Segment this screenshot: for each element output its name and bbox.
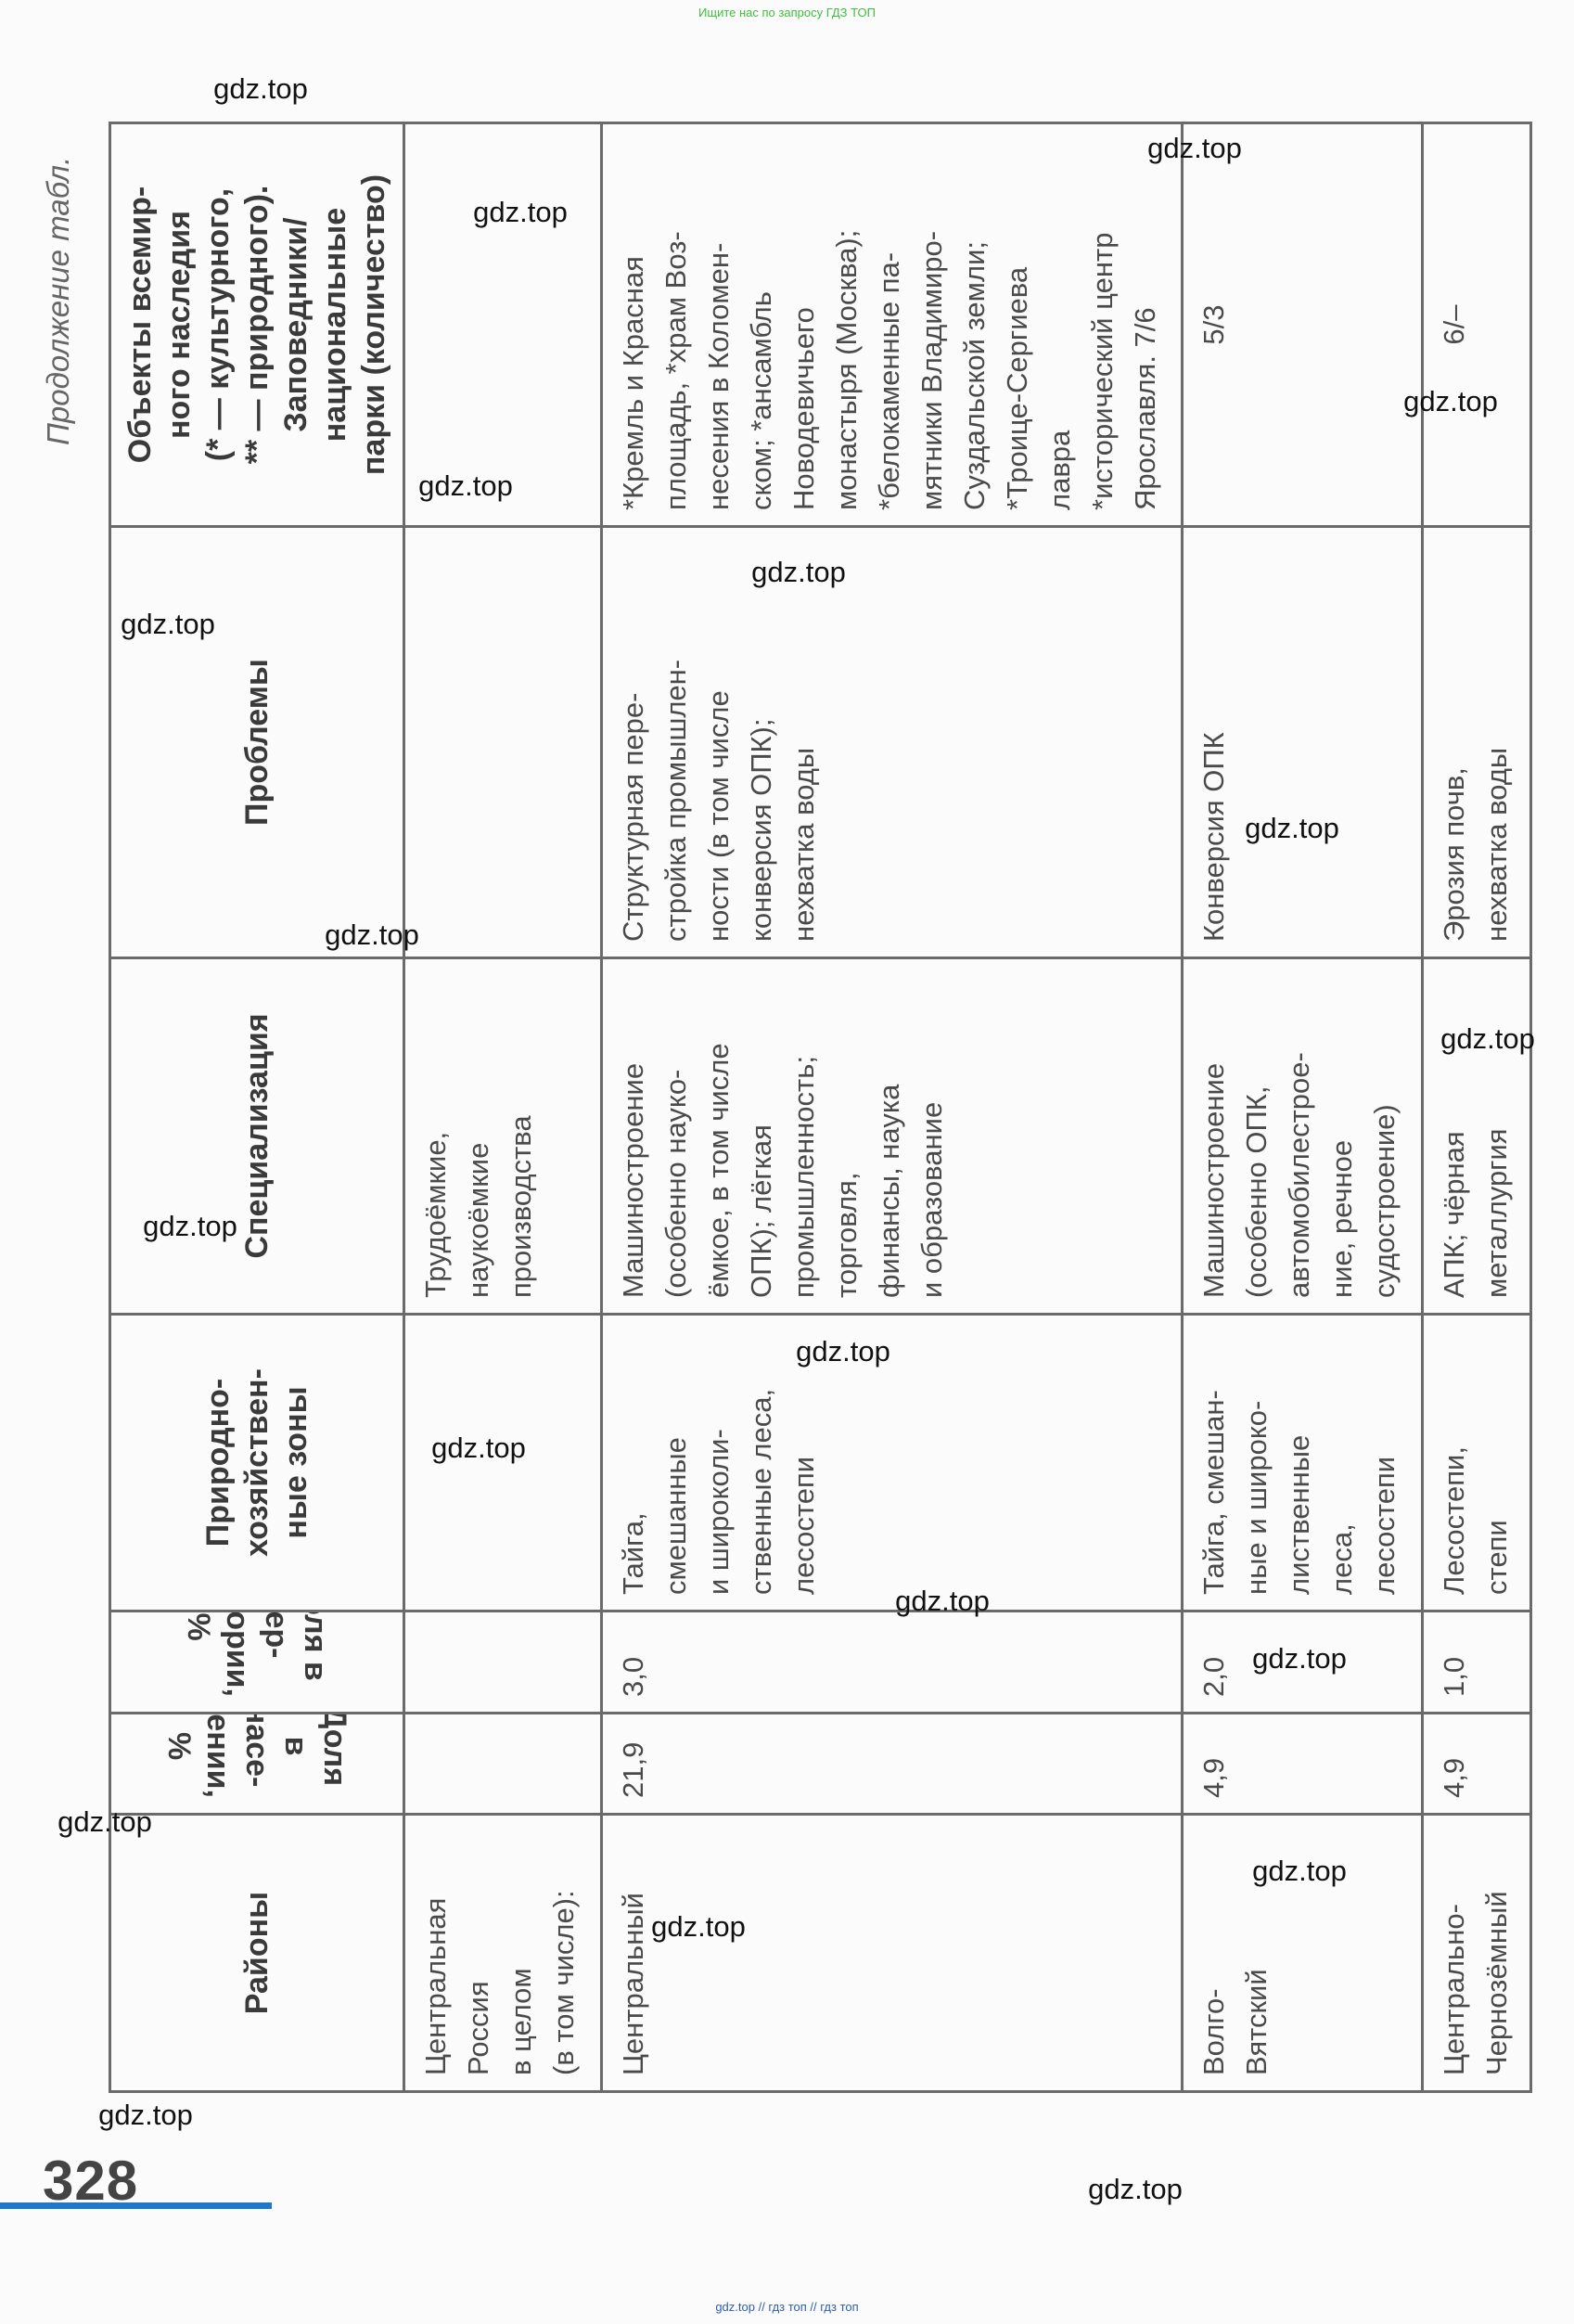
- page-number: 328: [43, 2150, 139, 2212]
- cell-population-share: [403, 1713, 602, 1815]
- watermark: gdz.top: [1252, 1855, 1347, 1887]
- table-row: Волго- Вятский 4,9 2,0 Тайга, смешан- ны…: [1182, 122, 1423, 2092]
- watermark: gdz.top: [473, 196, 568, 228]
- cell-problems: Структурная пере- стройка промышлен- нос…: [601, 526, 1183, 958]
- header-territory-share-text: Доля в тер- ритории, %: [181, 1611, 333, 1698]
- header-problems: Проблемы: [109, 526, 404, 958]
- watermark: gdz.top: [98, 2099, 193, 2131]
- cell-heritage: *Кремль и Красная площадь, *храм Воз- не…: [601, 122, 1183, 527]
- header-specialization: Специализация: [109, 957, 404, 1315]
- watermark: gdz.top: [418, 469, 513, 502]
- watermark: gdz.top: [1245, 812, 1339, 844]
- cell-population-share: 4,9: [1182, 1713, 1423, 1815]
- cell-specialization: АПК; чёрная металлургия: [1422, 957, 1531, 1315]
- table-row: Центральная Россия в целом (в том числе)…: [403, 122, 602, 2092]
- watermark: gdz.top: [1088, 2173, 1183, 2205]
- watermark: gdz.top: [895, 1585, 990, 1617]
- cell-heritage: [403, 122, 602, 527]
- watermark: gdz.top: [1403, 385, 1498, 417]
- header-population-share: Доля в насе- лении, %: [109, 1713, 404, 1815]
- cell-population-share: 21,9: [601, 1713, 1183, 1815]
- cell-specialization: Машиностроение (особенно науко- ёмкое, в…: [601, 957, 1183, 1315]
- watermark: gdz.top: [1147, 132, 1242, 164]
- header-regions: Районы: [109, 1814, 404, 2092]
- bottom-banner-link[interactable]: gdz.top // гдз топ // гдз топ: [715, 2300, 859, 2314]
- header-population-share-text: Доля в насе- лении, %: [161, 1713, 352, 1799]
- cell-natural-zones: Лесостепи, степи: [1422, 1314, 1531, 1611]
- top-banner-link[interactable]: Ищите нас по запросу ГДЗ ТОП: [698, 6, 876, 19]
- header-heritage-objects: Объекты всемир- ного наследия (* — культ…: [109, 122, 404, 527]
- watermark: gdz.top: [751, 556, 846, 588]
- regions-table: Районы Доля в насе- лении, % Доля в тер-…: [109, 122, 1531, 2093]
- watermark: gdz.top: [431, 1432, 526, 1464]
- cell-problems: [403, 526, 602, 958]
- watermark: gdz.top: [796, 1335, 890, 1367]
- cell-territory-share: [403, 1611, 602, 1714]
- cell-region: Центрально- Чернозёмный: [1422, 1814, 1531, 2092]
- cell-specialization: Машиностроение (особенно ОПК, автомобиле…: [1182, 957, 1423, 1315]
- cell-specialization: Трудоёмкие, наукоёмкие производства: [403, 957, 602, 1315]
- cell-region: Центральный: [601, 1814, 1183, 2092]
- watermark: gdz.top: [1252, 1642, 1347, 1675]
- cell-natural-zones: Тайга, смешан- ные и широко- лиственные …: [1182, 1314, 1423, 1611]
- watermark: gdz.top: [651, 1910, 746, 1943]
- page-number-underline: [0, 2202, 272, 2209]
- cell-problems: Эрозия почв, нехватка воды: [1422, 526, 1531, 958]
- watermark: gdz.top: [58, 1805, 152, 1838]
- table-header-row: Районы Доля в насе- лении, % Доля в тер-…: [109, 122, 404, 2092]
- cell-region: Центральная Россия в целом (в том числе)…: [403, 1814, 602, 2092]
- watermark: gdz.top: [1440, 1022, 1535, 1055]
- cell-heritage: 5/3: [1182, 122, 1423, 527]
- watermark: gdz.top: [143, 1210, 237, 1242]
- watermark: gdz.top: [121, 608, 215, 640]
- continuation-label: Продолжение табл.: [41, 156, 75, 445]
- watermark: gdz.top: [325, 918, 419, 951]
- cell-population-share: 4,9: [1422, 1713, 1531, 1815]
- cell-heritage: 6/–: [1422, 122, 1531, 527]
- cell-territory-share: 3,0: [601, 1611, 1183, 1714]
- watermark: gdz.top: [213, 72, 308, 105]
- header-territory-share: Доля в тер- ритории, %: [109, 1611, 404, 1714]
- header-natural-zones: Природно- хозяйствен- ные зоны: [109, 1314, 404, 1611]
- table-row: Центральный 21,9 3,0 Тайга, смешанные и …: [601, 122, 1183, 2092]
- cell-problems: Конверсия ОПК: [1182, 526, 1423, 958]
- cell-territory-share: 1,0: [1422, 1611, 1531, 1714]
- cell-natural-zones: Тайга, смешанные и широколи- ственные ле…: [601, 1314, 1183, 1611]
